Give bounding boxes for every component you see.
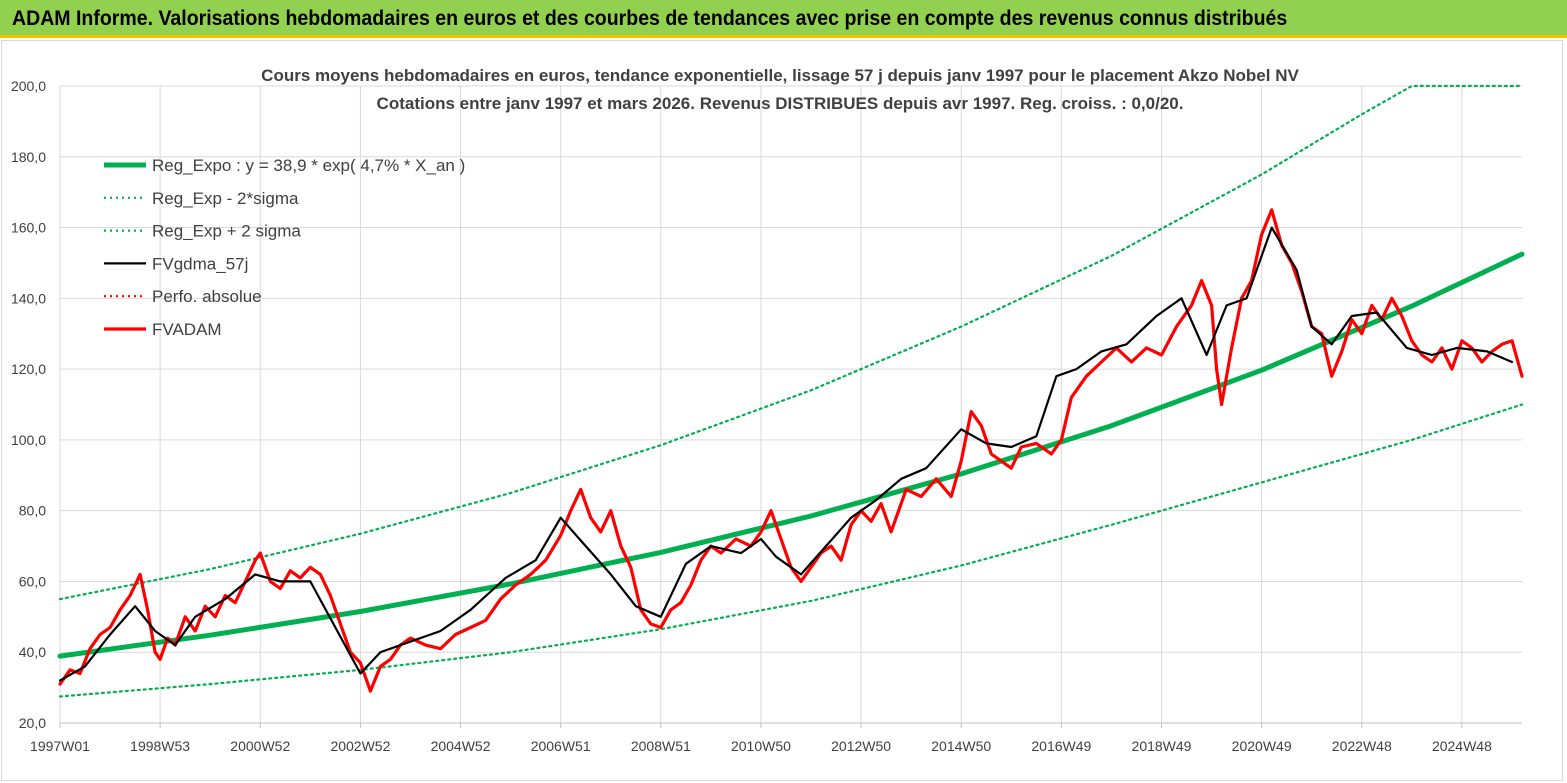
x-tick-label: 1997W01	[30, 738, 90, 754]
y-tick-label: 200,0	[11, 78, 46, 94]
x-tick-label: 1998W53	[130, 738, 190, 754]
y-tick-label: 20,0	[19, 715, 46, 731]
series-line-trend	[57, 251, 1525, 659]
grid	[59, 85, 1522, 724]
x-tick-label: 2024W48	[1432, 738, 1492, 754]
page-title: ADAM Informe. Valorisations hebdomadaire…	[12, 7, 1288, 30]
y-tick-label: 120,0	[11, 361, 46, 377]
x-tick-label: 2004W52	[431, 738, 491, 754]
legend-label: Reg_Exp + 2 sigma	[152, 222, 301, 241]
y-tick-label: 140,0	[11, 290, 46, 306]
y-tick-label: 80,0	[19, 503, 46, 519]
y-tick-label: 160,0	[11, 220, 46, 236]
x-tick-label: 2002W52	[330, 738, 390, 754]
x-tick-label: 2018W49	[1132, 738, 1192, 754]
series-line-lower	[58, 403, 1524, 698]
x-tick-label: 2000W52	[230, 738, 290, 754]
legend-label: FVgdma_57j	[152, 254, 248, 273]
x-tick-label: 2008W51	[631, 738, 691, 754]
x-tick-label: 2022W48	[1332, 738, 1392, 754]
legend-label: Perfo. absolue	[152, 287, 262, 306]
y-tick-label: 100,0	[11, 432, 46, 448]
y-tick-label: 180,0	[11, 149, 46, 165]
y-tick-label: 60,0	[19, 573, 46, 589]
x-tick-label: 2012W50	[831, 738, 891, 754]
legend: Reg_Expo : y = 38,9 * exp( 4,7% * X_an )…	[104, 156, 465, 339]
axes: 20,0 40,0 60,0 80,0 100,0 120,0 140,0 160,0 180,…	[11, 78, 1522, 754]
legend-label: Reg_Exp - 2*sigma	[152, 189, 299, 208]
header-banner: ADAM Informe. Valorisations hebdomadaire…	[0, 0, 1567, 38]
chart-title: Cours moyens hebdomadaires en euros, ten…	[261, 66, 1299, 85]
y-tick-label: 40,0	[19, 644, 46, 660]
legend-label: Reg_Expo : y = 38,9 * exp( 4,7% * X_an )	[152, 156, 465, 175]
x-tick-label: 2006W51	[531, 738, 591, 754]
series-layer	[57, 84, 1525, 698]
x-tick-label: 2016W49	[1031, 738, 1091, 754]
legend-label: FVADAM	[152, 320, 222, 339]
series-line-actual	[58, 208, 1524, 693]
series-line-upper	[58, 84, 1524, 601]
series-line-smooth	[58, 226, 1514, 682]
x-tick-label: 2014W50	[931, 738, 991, 754]
chart-subtitle: Cotations entre janv 1997 et mars 2026. …	[377, 94, 1184, 113]
x-tick-label: 2020W49	[1232, 738, 1292, 754]
chart-frame	[1, 40, 1563, 781]
chart-title-block: Cours moyens hebdomadaires en euros, ten…	[261, 66, 1299, 113]
x-tick-label: 2010W50	[731, 738, 791, 754]
